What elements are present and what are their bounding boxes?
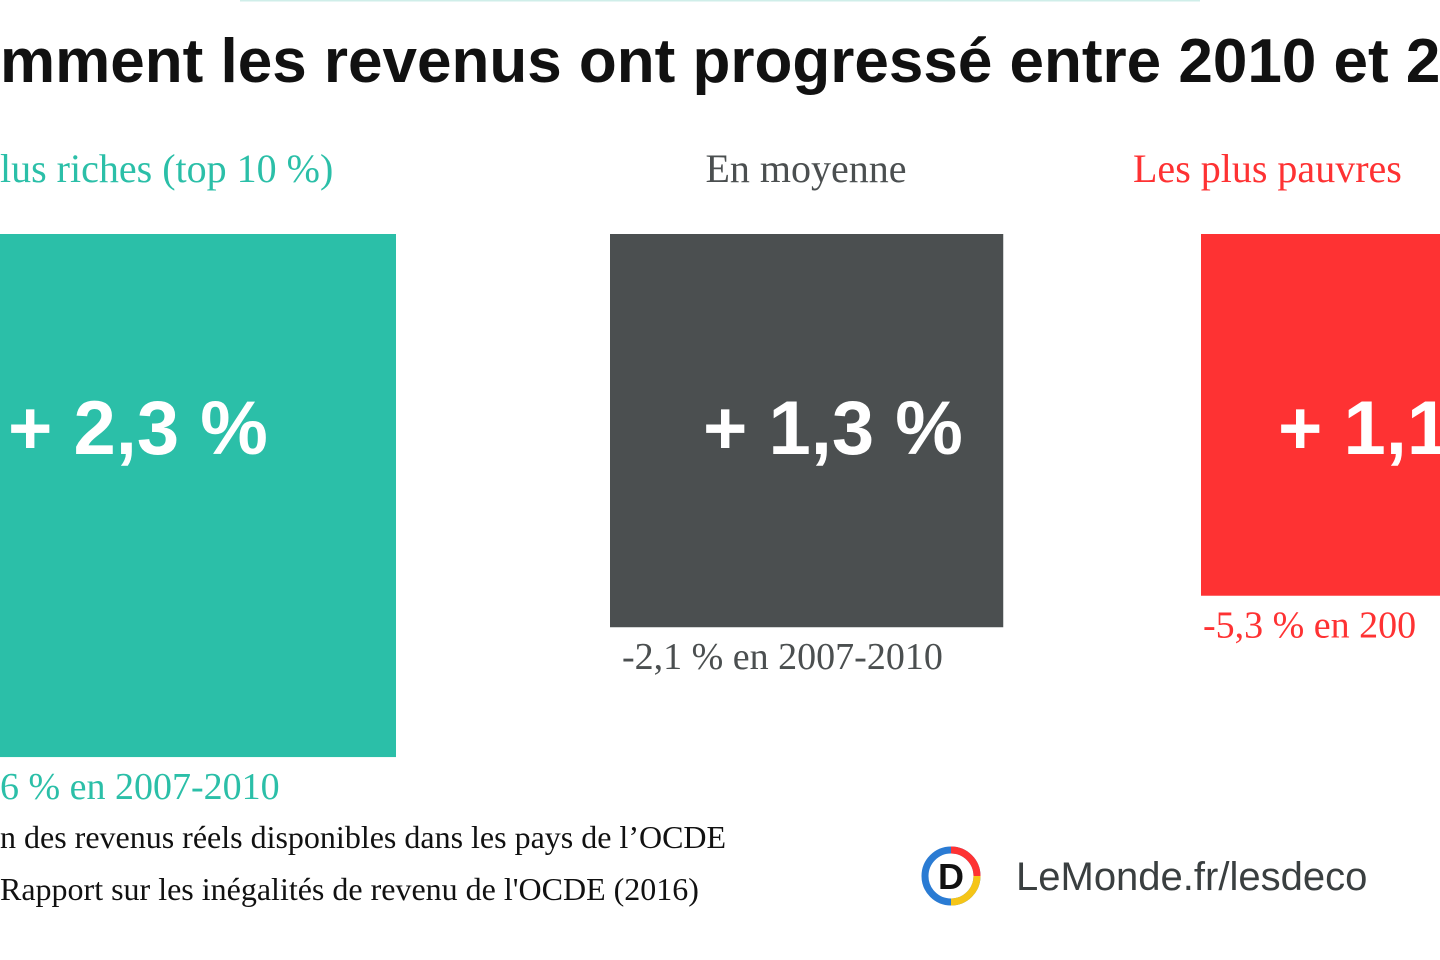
chart-title: mment les revenus ont progressé entre 20… <box>0 27 1440 96</box>
footnote: Rapport sur les inégalités de revenu de … <box>0 871 699 907</box>
brand-url: LeMonde.fr/lesdeco <box>1016 855 1367 899</box>
square <box>0 234 397 758</box>
note: -5,3 % en 200 <box>1203 605 1416 647</box>
value-label: + 1,3 % <box>703 386 963 471</box>
note: -2,1 % en 2007-2010 <box>622 636 943 678</box>
logo-letter: D <box>938 856 964 897</box>
square <box>610 234 1004 628</box>
category-label: En moyenne <box>705 146 906 191</box>
brand-logo: D <box>921 846 981 906</box>
value-label: + 1,1 <box>1278 386 1440 471</box>
logo-ring-yellow <box>950 875 981 906</box>
category-label: lus riches (top 10 %) <box>0 146 333 191</box>
note: 6 % en 2007-2010 <box>0 766 280 808</box>
category-label: Les plus pauvres <box>1133 146 1402 191</box>
square <box>1201 234 1440 596</box>
value-label: + 2,3 % <box>8 386 268 471</box>
logo-ring-red <box>950 846 981 877</box>
footnote: n des revenus réels disponibles dans les… <box>0 819 726 855</box>
